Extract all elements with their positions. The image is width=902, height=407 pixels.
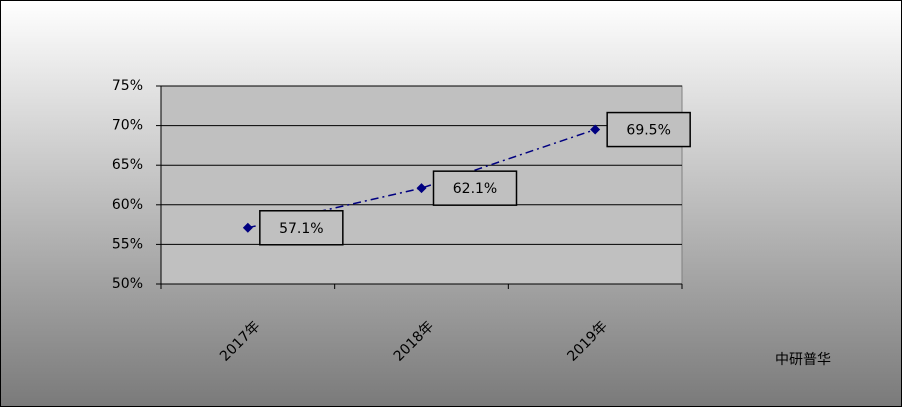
source-note: 中研普华 (775, 352, 831, 368)
data-label: 62.1% (453, 181, 497, 197)
y-tick-label: 70% (112, 118, 143, 134)
marker (416, 183, 427, 194)
data-label: 57.1% (279, 221, 323, 237)
y-tick-label: 75% (112, 78, 143, 94)
marker (590, 124, 601, 135)
y-tick-label: 55% (112, 236, 143, 252)
data-label-box (259, 210, 344, 246)
y-tick-label: 60% (112, 197, 143, 213)
data-label-box (432, 170, 518, 206)
y-tick-label: 50% (112, 276, 143, 292)
data-label: 69.5% (626, 123, 670, 139)
marker (242, 222, 253, 233)
y-tick-label: 65% (112, 157, 143, 173)
data-label-box (606, 111, 691, 148)
